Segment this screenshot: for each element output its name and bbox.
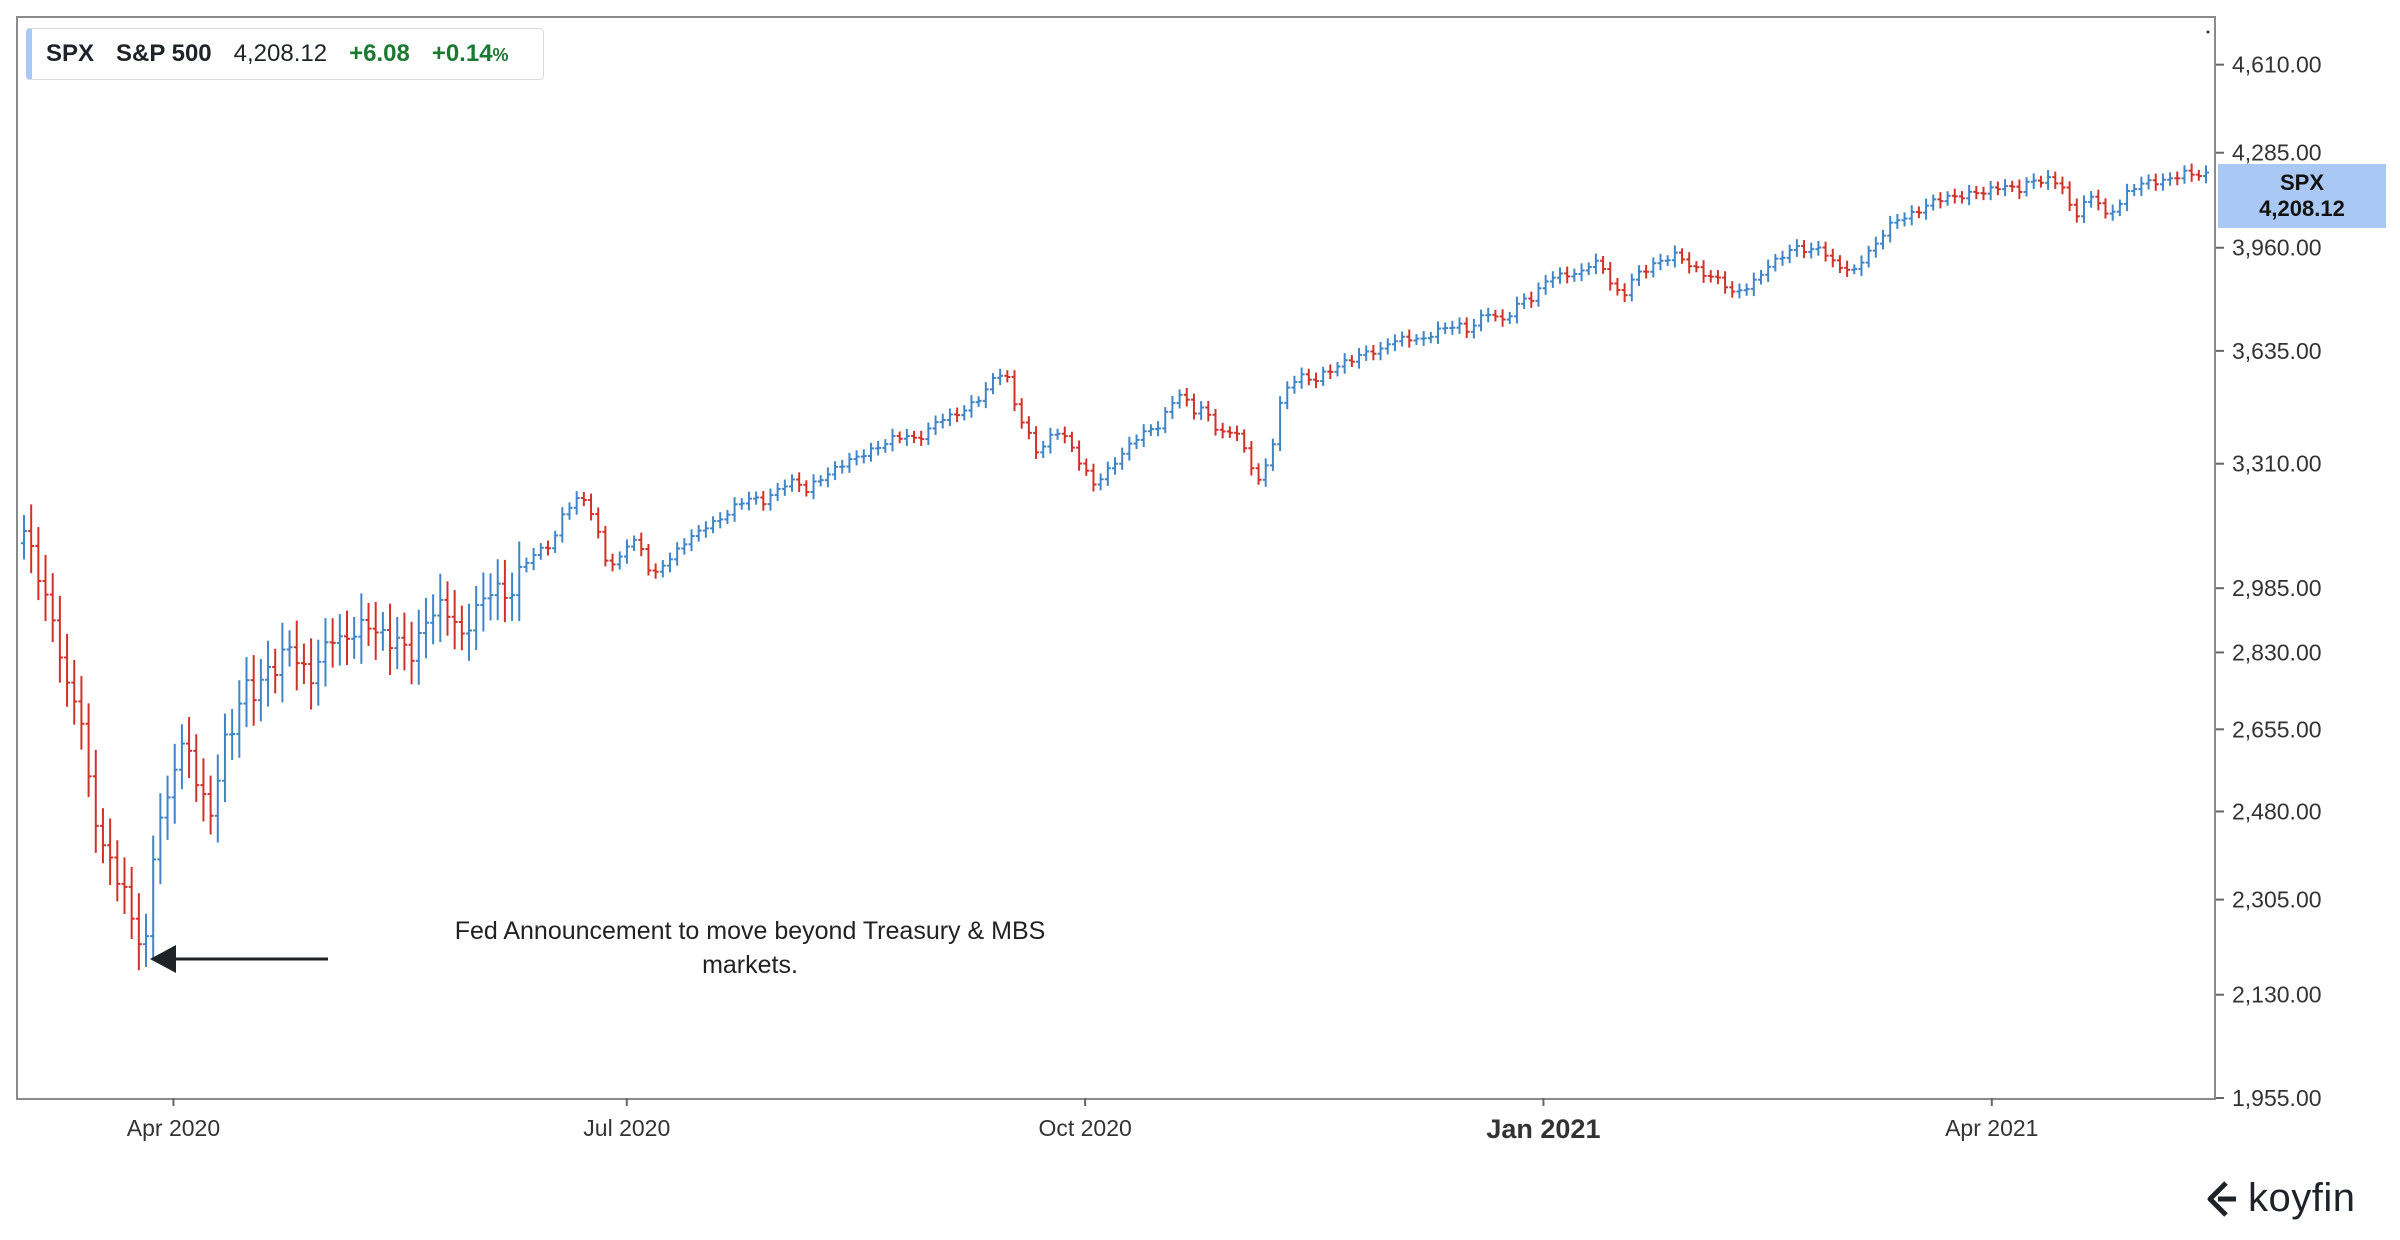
annotation-line-1: Fed Announcement to move beyond Treasury… (454, 917, 1046, 945)
x-tick-label: Apr 2021 (1945, 1115, 2038, 1141)
chart-frame (16, 16, 2216, 1100)
logo-text: koyfin (2248, 1176, 2356, 1220)
y-tick-label: 2,305.00 (2232, 887, 2322, 913)
koyfin-logo-icon (2207, 1180, 2236, 1217)
price-tag-value: 4,208.12 (2259, 196, 2345, 221)
legend-percent: +0.14% (432, 40, 509, 68)
y-tick-label: 4,285.00 (2232, 140, 2322, 166)
x-tick-label: Apr 2020 (127, 1115, 220, 1141)
y-tick-label: 1,955.00 (2232, 1085, 2322, 1111)
y-tick-label: 4,610.00 (2232, 52, 2322, 78)
y-tick-label: 2,480.00 (2232, 798, 2322, 824)
koyfin-logo: koyfin (2202, 1176, 2356, 1221)
chart-annotation: Fed Announcement to move beyond Treasury… (420, 914, 1080, 982)
y-tick-label: 3,635.00 (2232, 338, 2322, 364)
corner-dot (2206, 30, 2210, 34)
price-tag-symbol: SPX (2279, 170, 2325, 195)
y-tick-label: 3,960.00 (2232, 235, 2322, 261)
legend-symbol: SPX (46, 40, 95, 67)
x-tick-label: Jan 2021 (1486, 1114, 1600, 1144)
annotation-arrow-head (150, 945, 176, 973)
legend-percent-unit: % (492, 45, 509, 65)
y-tick-label: 2,655.00 (2232, 716, 2322, 742)
y-tick-label: 2,830.00 (2232, 639, 2322, 665)
last-price-tag: SPX 4,208.12 (2218, 164, 2386, 228)
y-tick-label: 2,130.00 (2232, 982, 2322, 1008)
annotation-line-2: markets. (702, 951, 798, 979)
legend-percent-value: +0.14 (431, 40, 493, 67)
legend-price: 4,208.12 (233, 40, 328, 67)
y-tick-label: 3,310.00 (2232, 451, 2322, 477)
legend-change: +6.08 (349, 40, 410, 67)
legend-name: S&P 500 (116, 40, 212, 67)
x-tick-label: Oct 2020 (1038, 1115, 1131, 1141)
y-tick-label: 2,985.00 (2232, 575, 2322, 601)
chart-legend[interactable]: SPX S&P 500 4,208.12 +6.08 +0.14% (26, 28, 544, 80)
x-tick-label: Jul 2020 (583, 1115, 670, 1141)
